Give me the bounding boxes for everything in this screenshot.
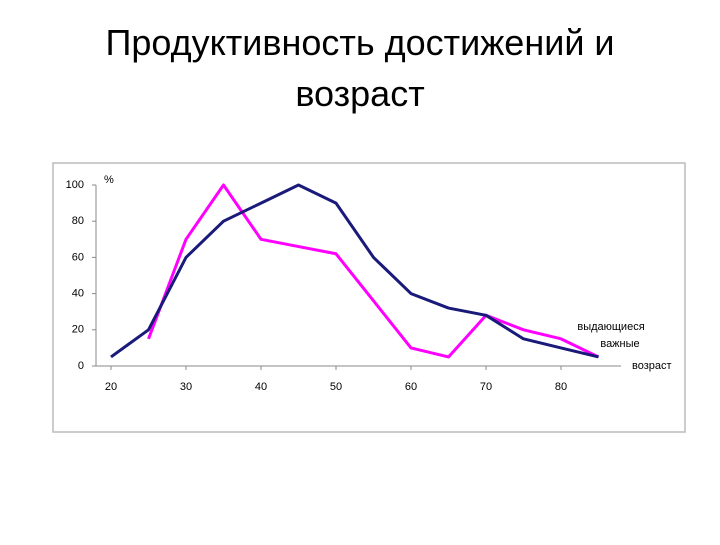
x-tick-label: 50: [330, 381, 342, 393]
y-axis-label: %: [104, 174, 114, 186]
y-tick-label: 60: [72, 251, 84, 263]
y-tick-label: 100: [66, 179, 84, 191]
legend-label: важные: [600, 338, 639, 350]
series-line: [110, 183, 599, 359]
y-tick-label: 40: [72, 288, 84, 300]
series-line: [147, 183, 600, 359]
x-tick-label: 40: [255, 381, 267, 393]
chart-title-2: возраст: [295, 73, 424, 114]
x-tick-label: 60: [405, 381, 417, 393]
y-tick-label: 0: [78, 360, 84, 372]
title-line: Продуктивность достижений и: [105, 22, 614, 63]
y-tick-label: 20: [72, 324, 84, 336]
x-tick-label: 20: [105, 381, 117, 393]
legend-label: выдающиеся: [577, 321, 644, 333]
y-tick-label: 80: [72, 215, 84, 227]
title-line: возраст: [295, 73, 424, 114]
x-tick-label: 80: [555, 381, 567, 393]
x-tick-label: 70: [480, 381, 492, 393]
x-axis-label: возраст: [632, 360, 672, 372]
chart-title: Продуктивность достижений и: [105, 22, 614, 63]
x-tick-label: 30: [180, 381, 192, 393]
